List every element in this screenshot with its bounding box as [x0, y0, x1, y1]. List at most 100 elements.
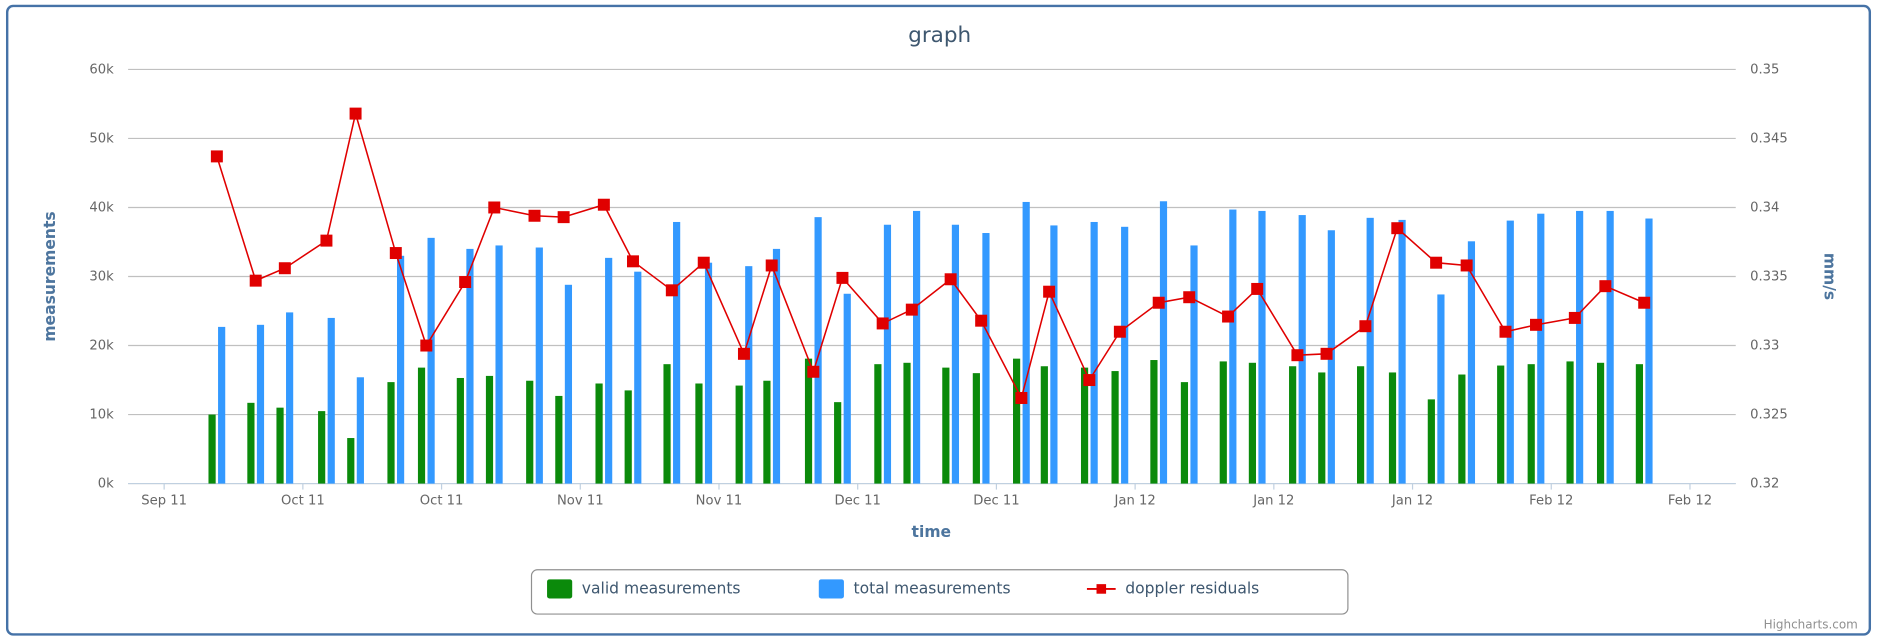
bar — [663, 364, 671, 484]
marker — [1391, 222, 1404, 235]
bar — [972, 373, 980, 484]
bar — [387, 382, 395, 484]
marker — [488, 201, 501, 214]
marker — [627, 255, 639, 268]
y2-tick-label: 0.325 — [1750, 408, 1788, 423]
legend-symbol[interactable] — [547, 579, 573, 599]
bar — [555, 395, 563, 484]
credits[interactable]: Highcharts.com — [1764, 617, 1858, 631]
bar — [1180, 382, 1189, 484]
marker — [1183, 291, 1196, 304]
bar — [1111, 371, 1119, 484]
x-tick-label: Nov 11 — [696, 493, 743, 508]
bar — [1357, 366, 1365, 484]
marker — [349, 107, 362, 120]
bar — [1013, 358, 1021, 484]
marker — [1460, 259, 1473, 272]
marker — [528, 209, 541, 222]
x-tick-label: Feb 12 — [1668, 493, 1712, 508]
marker — [459, 276, 472, 289]
bar — [327, 317, 335, 484]
bar — [1467, 241, 1476, 484]
bar — [874, 364, 882, 484]
bar — [1318, 372, 1326, 484]
marker — [597, 198, 610, 211]
x-tick-label: Nov 11 — [557, 493, 604, 508]
bar — [745, 266, 753, 484]
x-tick-label: Dec 11 — [835, 493, 881, 508]
x-tick-label: Sep 11 — [141, 493, 187, 508]
bar — [276, 407, 284, 484]
bar — [208, 414, 216, 484]
legend-label[interactable]: valid measurements — [582, 579, 741, 597]
marker — [210, 150, 223, 163]
legend-symbol[interactable] — [818, 579, 844, 599]
bar — [1090, 221, 1098, 484]
x-tick-label: Jan 12 — [1114, 493, 1156, 508]
bar — [247, 402, 255, 484]
bar — [1606, 210, 1614, 484]
y-tick-label: 10k — [89, 408, 114, 423]
bar — [605, 257, 613, 484]
legend-label[interactable]: total measurements — [854, 579, 1011, 597]
bar — [1645, 218, 1653, 484]
marker — [836, 271, 849, 284]
bar — [804, 358, 813, 484]
bar — [735, 385, 743, 484]
bar — [1150, 360, 1158, 484]
marker — [737, 347, 750, 360]
bar — [1190, 245, 1198, 484]
chart-title: graph — [908, 23, 971, 48]
marker — [1499, 325, 1512, 338]
y2-tick-label: 0.35 — [1750, 62, 1779, 77]
bar — [634, 271, 642, 484]
bar — [427, 237, 435, 484]
marker — [1430, 256, 1443, 269]
bar — [1596, 362, 1605, 484]
y-tick-label: 20k — [89, 339, 114, 354]
y2-tick-label: 0.335 — [1750, 270, 1788, 285]
bar — [564, 284, 573, 484]
bar — [485, 375, 494, 484]
marker — [944, 273, 957, 286]
bar — [772, 248, 781, 484]
bar — [1289, 366, 1297, 484]
bar — [1527, 364, 1535, 484]
x-tick-label: Dec 11 — [973, 493, 1019, 508]
bar — [1040, 366, 1048, 484]
marker — [1359, 320, 1372, 333]
marker — [278, 262, 291, 275]
marker — [1083, 374, 1096, 387]
legend-label[interactable]: doppler residuals — [1125, 579, 1259, 597]
bar — [1219, 361, 1227, 484]
marker — [1599, 280, 1612, 293]
bar — [624, 390, 632, 484]
bar — [1566, 361, 1574, 484]
bar — [286, 312, 294, 484]
y2-axis-title: mm/s — [1821, 253, 1839, 300]
marker — [320, 234, 333, 247]
marker — [1291, 349, 1304, 362]
y-tick-label: 30k — [89, 270, 114, 285]
bar — [883, 224, 892, 484]
marker — [557, 211, 570, 224]
bar — [1248, 362, 1256, 484]
legend-box — [530, 569, 1349, 615]
marker — [807, 365, 820, 378]
bar — [1159, 201, 1168, 484]
marker — [697, 256, 710, 269]
marker — [1530, 318, 1542, 331]
bar — [256, 324, 265, 484]
marker — [1113, 325, 1126, 338]
bar — [903, 362, 911, 484]
bar — [417, 367, 426, 484]
bar — [1537, 213, 1545, 484]
legend-symbol[interactable] — [1096, 584, 1107, 594]
bar — [951, 224, 960, 484]
bar — [695, 383, 703, 484]
y2-tick-label: 0.32 — [1750, 477, 1779, 492]
marker — [975, 314, 988, 327]
y-tick-label: 60k — [89, 62, 114, 77]
